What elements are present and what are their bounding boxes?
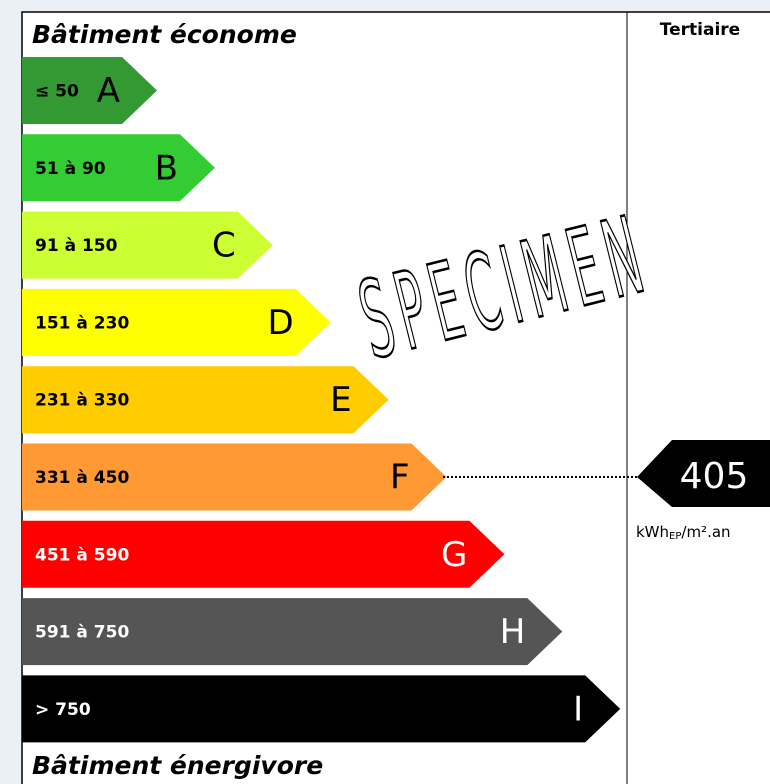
class-bars: ≤ 50 A 51 à 90 B 91 à 150 C 151 à 230 D 231 à 33… [22,57,621,743]
class-range: 591 à 750 [35,623,129,643]
class-range: > 750 [35,700,91,720]
class-range: 331 à 450 [35,468,129,488]
indicator-arrow [637,440,770,507]
class-bar [22,675,621,743]
class-range: 91 à 150 [35,236,118,256]
class-letter: H [500,612,526,652]
top-label: Bâtiment économe [32,20,297,49]
column-header: Tertiaire [660,20,740,40]
class-letter: I [573,689,583,729]
class-bar [22,211,273,279]
unit-main: kWh [636,523,669,541]
class-letter: D [268,303,294,343]
class-bar [22,366,389,434]
unit-rest: /m².an [681,523,730,541]
class-bar [22,520,505,588]
indicator-unit: kWhEP/m².an [636,523,731,543]
class-bar [22,57,157,124]
class-letter: B [155,148,178,188]
class-range: 151 à 230 [35,313,129,333]
class-range: 231 à 330 [35,391,129,411]
class-bar [22,598,563,666]
class-letter: E [330,380,351,420]
indicator-value: 405 [680,456,749,497]
class-bar [22,134,215,202]
bottom-label: Bâtiment énergivore [32,751,323,780]
class-range: ≤ 50 [35,82,79,102]
class-range: 51 à 90 [35,159,106,179]
class-bar [22,288,331,356]
class-letter: C [212,226,236,266]
class-letter: A [97,71,120,111]
class-range: 451 à 590 [35,545,129,565]
class-letter: F [390,458,410,498]
unit-sub: EP [669,531,681,542]
class-bar [22,443,447,511]
class-letter: G [441,535,467,575]
